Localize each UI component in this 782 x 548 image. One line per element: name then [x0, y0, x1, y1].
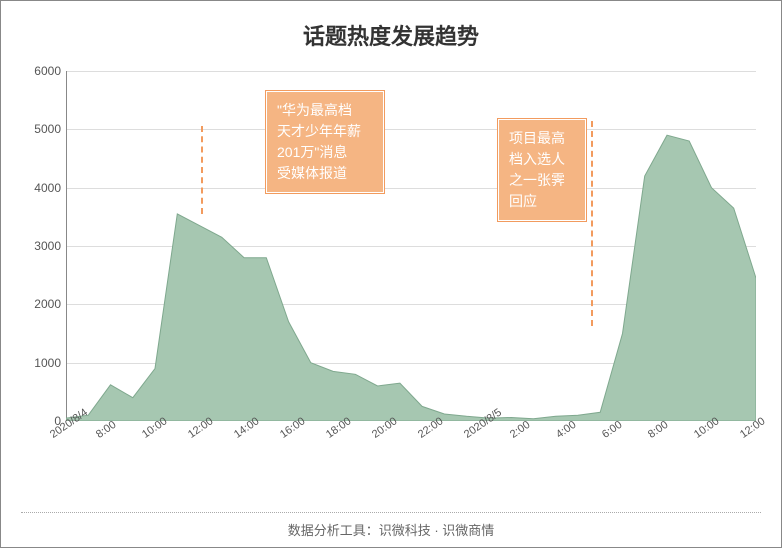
chart-container: 话题热度发展趋势 "华为最高档 天才少年年薪 201万"消息 受媒体报道 项目最高… [0, 0, 782, 548]
y-tick-label: 4000 [34, 181, 61, 195]
x-tick-label: 8:00 [94, 419, 118, 441]
y-tick-label: 6000 [34, 64, 61, 78]
annotation-box: "华为最高档 天才少年年薪 201万"消息 受媒体报道 [266, 91, 384, 193]
annotation-leader [201, 126, 203, 214]
y-tick-label: 3000 [34, 239, 61, 253]
plot-region: "华为最高档 天才少年年薪 201万"消息 受媒体报道 项目最高 档入选人 之一张… [66, 71, 756, 421]
y-tick-label: 5000 [34, 122, 61, 136]
chart-title: 话题热度发展趋势 [1, 1, 781, 61]
area-series [66, 135, 756, 421]
annotation-leader [591, 121, 593, 326]
x-tick-label: 4:00 [554, 419, 578, 441]
x-tick-label: 6:00 [600, 419, 624, 441]
area-chart-svg [66, 71, 756, 421]
footer-text: 数据分析工具：识微科技 · 识微商情 [1, 510, 781, 539]
y-tick-label: 2000 [34, 297, 61, 311]
chart-area: "华为最高档 天才少年年薪 201万"消息 受媒体报道 项目最高 档入选人 之一张… [66, 71, 756, 451]
x-tick-label: 8:00 [646, 419, 670, 441]
x-axis: 2020/8/48:0010:0012:0014:0016:0018:0020:… [66, 421, 756, 481]
y-tick-label: 1000 [34, 356, 61, 370]
y-axis: 0100020003000400050006000 [21, 71, 61, 421]
x-tick-label: 2:00 [508, 419, 532, 441]
annotation-box: 项目最高 档入选人 之一张霁 回应 [498, 119, 586, 221]
